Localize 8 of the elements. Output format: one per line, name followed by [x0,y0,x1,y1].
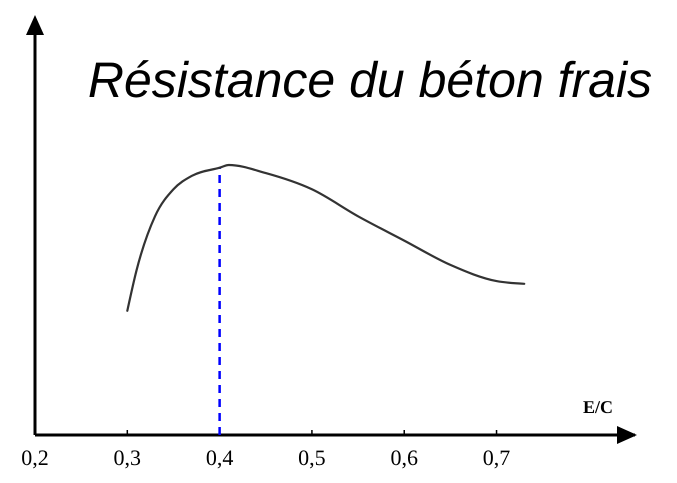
x-tick-label: 0,2 [21,445,49,470]
x-axis-title: E/C [582,397,614,417]
x-tick-label: 0,4 [206,445,234,470]
x-tick-label: 0,5 [298,445,326,470]
x-tick-label: 0,6 [390,445,418,470]
x-tick-label: 0,7 [482,445,510,470]
chart-title: Résistance du béton frais [88,52,652,108]
x-tick-label: 0,3 [114,445,142,470]
